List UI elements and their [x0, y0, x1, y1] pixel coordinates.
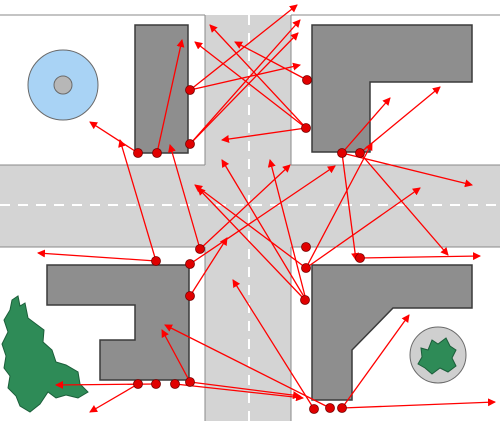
movement-arrow — [37, 249, 157, 262]
pond-island — [53, 75, 73, 95]
entry-node — [301, 263, 311, 273]
entry-node — [185, 85, 195, 95]
entry-node — [300, 295, 310, 305]
entry-node — [133, 379, 143, 389]
pedestrian-nodes — [133, 75, 365, 414]
bush-bottom-left-icon — [1, 295, 89, 413]
entry-node — [185, 139, 195, 149]
entry-node — [151, 256, 161, 266]
building-top-right — [311, 24, 473, 153]
building-bottom-right — [311, 264, 473, 401]
movement-arrow — [341, 314, 410, 409]
movement-arrow — [118, 139, 157, 262]
movement-arrow — [359, 152, 449, 256]
entry-node — [301, 123, 311, 133]
movement-arrow — [341, 398, 496, 409]
movement-arrow — [221, 127, 307, 143]
buildings — [46, 24, 473, 401]
movement-arrow — [232, 279, 315, 410]
movement-arrow — [156, 39, 185, 154]
movement-arrow — [234, 41, 308, 81]
movement-arrow — [189, 4, 298, 91]
movement-arrow — [161, 329, 191, 383]
entry-node — [355, 253, 365, 263]
movement-arrow — [168, 144, 201, 250]
entry-node — [325, 403, 335, 413]
road-edges — [0, 14, 500, 421]
movement-arrow — [359, 252, 481, 261]
building-bottom-left — [46, 264, 190, 381]
movement-arrow — [221, 159, 307, 301]
entry-node — [337, 403, 347, 413]
movement-arrow — [341, 97, 391, 154]
tree-bottom-right-icon — [417, 337, 457, 375]
movement-arrow — [359, 86, 441, 154]
entry-node — [185, 291, 195, 301]
movement-arrows — [37, 4, 496, 413]
movement-arrow — [89, 383, 139, 413]
pond — [27, 49, 99, 121]
entry-node — [301, 242, 311, 252]
entry-node — [337, 148, 347, 158]
entry-node — [152, 148, 162, 158]
entry-node — [185, 377, 195, 387]
entry-node — [309, 404, 319, 414]
movement-arrow — [194, 41, 307, 129]
movement-arrow — [267, 159, 307, 301]
entry-node — [195, 244, 205, 254]
tree-planter — [409, 326, 467, 384]
movement-arrow — [197, 187, 306, 301]
movement-arrow — [89, 121, 139, 154]
entry-node — [302, 75, 312, 85]
movement-arrow — [194, 184, 307, 269]
movement-arrow — [209, 24, 307, 129]
movement-arrow — [189, 62, 301, 91]
movement-arrow — [189, 165, 336, 265]
movement-arrow — [189, 32, 299, 145]
movement-arrow — [199, 164, 291, 250]
entry-node — [355, 148, 365, 158]
movement-arrow — [189, 381, 301, 400]
entry-node — [185, 259, 195, 269]
movement-arrow — [189, 237, 228, 297]
movement-arrow — [305, 187, 421, 269]
entry-node — [133, 148, 143, 158]
entry-node — [151, 379, 161, 389]
movement-arrow — [189, 19, 301, 145]
entry-node — [170, 379, 180, 389]
movement-arrow — [174, 383, 304, 402]
movement-arrow — [305, 142, 373, 269]
movement-arrow — [341, 152, 360, 261]
movement-arrow — [164, 324, 331, 409]
